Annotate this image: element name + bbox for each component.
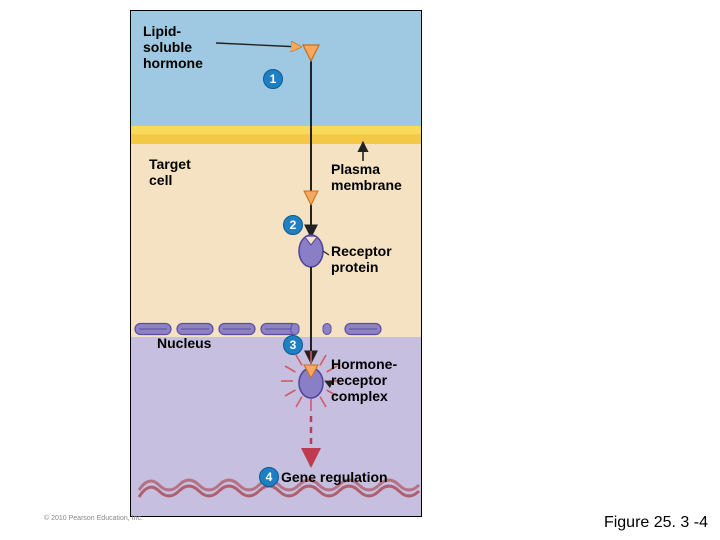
- label-nucleus: Nucleus: [157, 335, 211, 351]
- cell-diagram: Lipid- soluble hormone Target cell Plasm…: [130, 10, 422, 517]
- step-1-badge: 1: [263, 69, 283, 89]
- copyright-text: © 2010 Pearson Education, Inc.: [44, 515, 143, 522]
- label-hormone: Lipid- soluble hormone: [143, 23, 203, 71]
- label-gene-regulation: Gene regulation: [281, 469, 388, 485]
- step-3-badge: 3: [283, 335, 303, 355]
- figure-label: Figure 25. 3 -4: [604, 514, 708, 532]
- label-complex: Hormone- receptor complex: [331, 356, 397, 404]
- label-plasma-membrane: Plasma membrane: [331, 161, 402, 193]
- label-receptor: Receptor protein: [331, 243, 392, 275]
- step-2-badge: 2: [283, 215, 303, 235]
- step-4-badge: 4: [259, 467, 279, 487]
- label-target-cell: Target cell: [149, 156, 191, 188]
